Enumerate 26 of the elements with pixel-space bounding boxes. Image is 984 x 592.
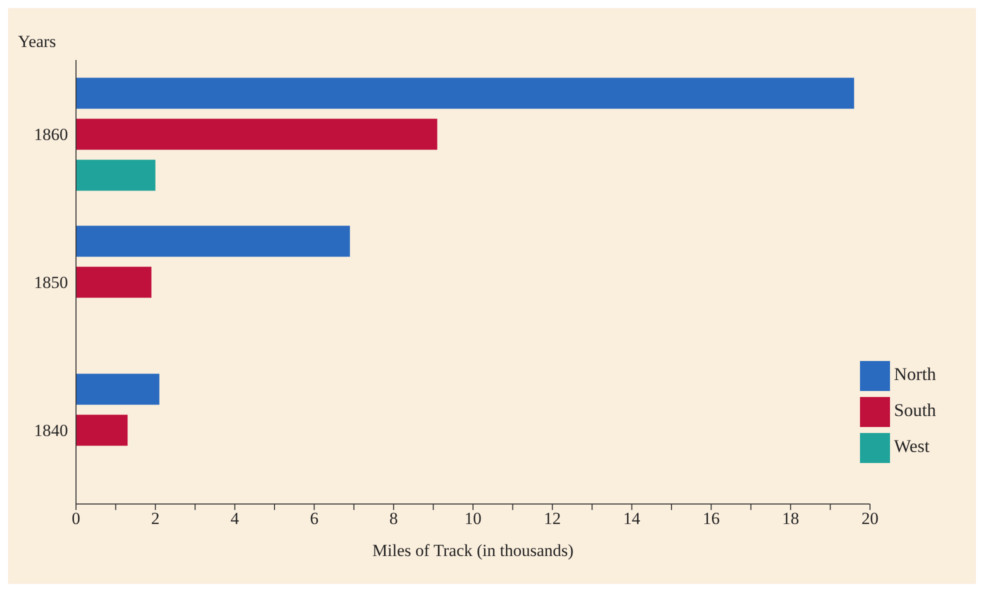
- x-tick-label: 4: [230, 509, 240, 528]
- x-tick-label: 12: [544, 509, 561, 528]
- x-tick-label: 8: [389, 509, 398, 528]
- x-tick-label: 6: [310, 509, 318, 528]
- x-tick-label: 20: [861, 509, 878, 528]
- x-tick-label: 10: [464, 509, 482, 528]
- x-tick-label: 16: [702, 509, 720, 528]
- bar: [76, 266, 152, 298]
- x-tick-label: 18: [782, 509, 800, 528]
- bar: [76, 78, 854, 109]
- legend-label: South: [894, 400, 936, 420]
- bar: [76, 160, 156, 191]
- legend-label: North: [894, 364, 936, 384]
- y-tick-label: 1840: [34, 421, 68, 440]
- y-tick-label: 1850: [34, 273, 68, 292]
- legend-label: West: [894, 436, 930, 456]
- y-tick-label: 1860: [34, 125, 68, 144]
- x-axis-title: Miles of Track (in thousands): [372, 541, 574, 560]
- bar: [76, 374, 160, 405]
- bar: [76, 414, 128, 446]
- x-tick-label: 0: [72, 509, 80, 528]
- bar: [76, 226, 350, 257]
- y-axis-title: Years: [18, 32, 56, 52]
- x-tick-label: 14: [623, 509, 641, 528]
- x-tick-label: 2: [151, 509, 160, 528]
- bar: [76, 118, 438, 150]
